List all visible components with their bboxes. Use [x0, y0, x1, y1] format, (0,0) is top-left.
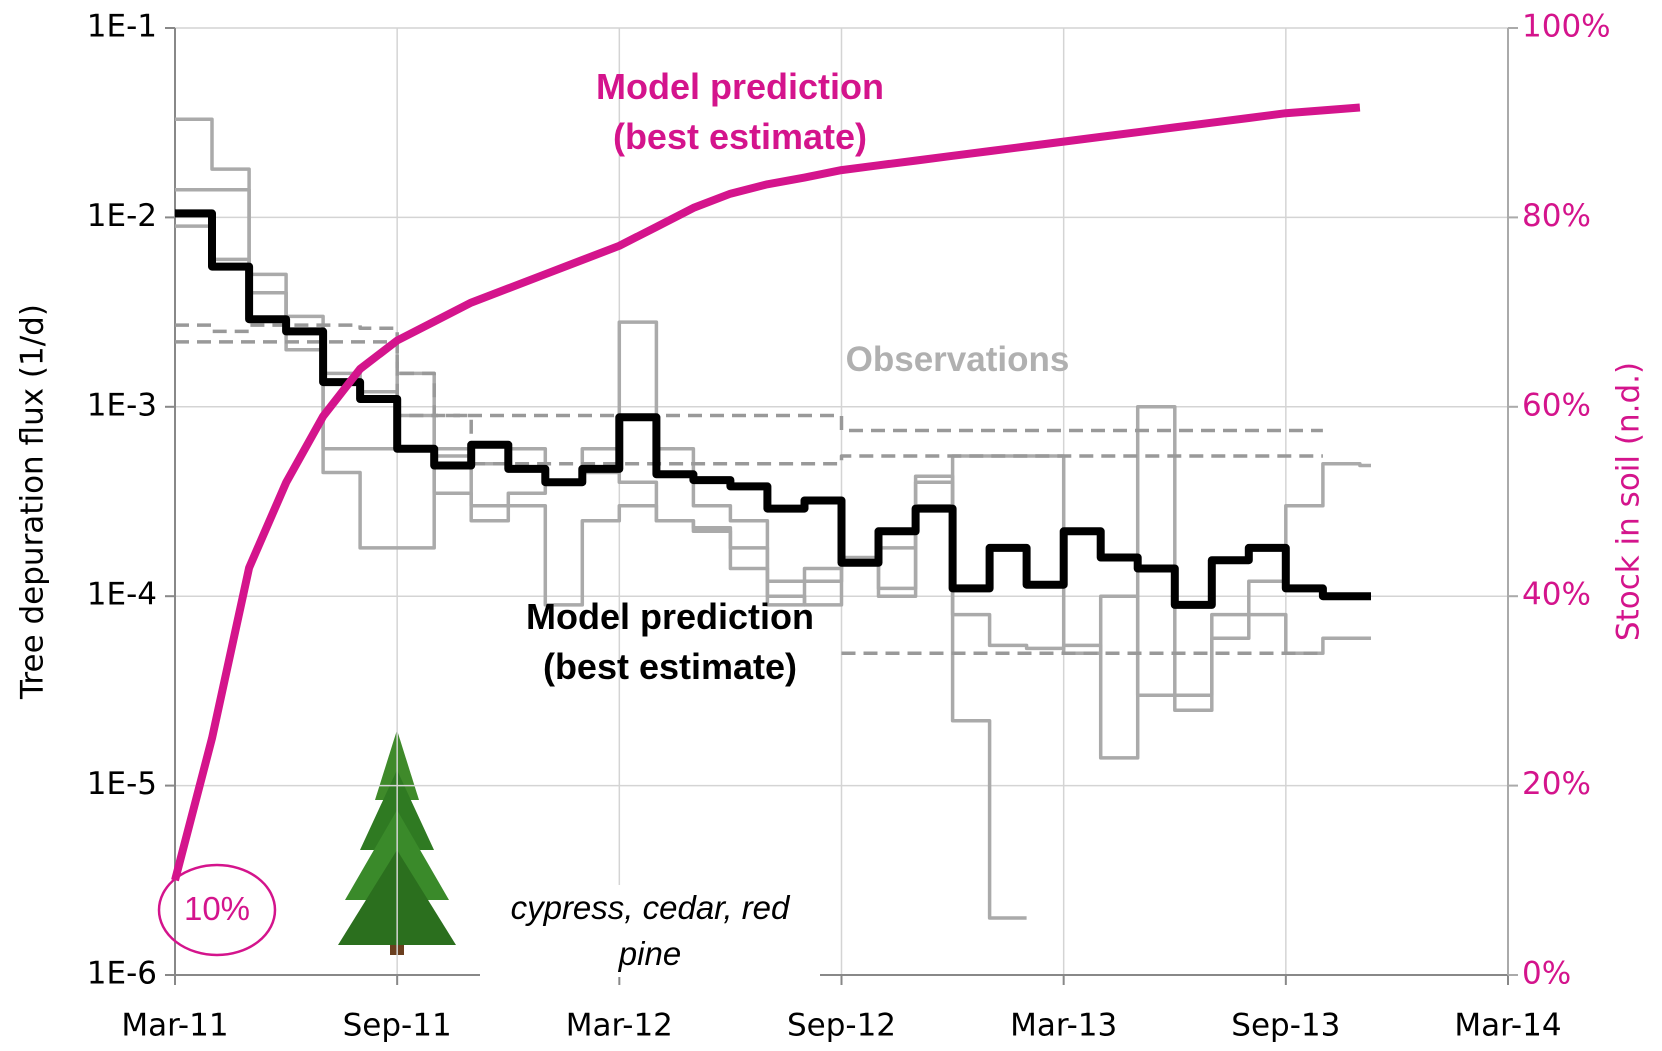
x-tick-label: Mar-14	[1454, 1008, 1561, 1044]
annotation: Model prediction (best estimate)	[526, 596, 814, 688]
flux-line	[175, 323, 1323, 433]
x-tick-label: Sep-11	[343, 1008, 452, 1044]
x-tick-label: Mar-12	[566, 1008, 673, 1044]
flux-line	[175, 117, 1371, 760]
y2-tick-label: 40%	[1522, 577, 1591, 613]
y-tick-label: 1E-5	[87, 766, 157, 802]
highlight-circle	[157, 863, 277, 957]
y-tick-label: 1E-1	[87, 9, 157, 45]
stock-line	[171, 103, 1361, 882]
y2-axis-label: Stock in soil (n.d.)	[1611, 362, 1647, 641]
y2-tick-label: 20%	[1522, 766, 1591, 802]
flux-line	[175, 209, 1371, 609]
x-tick-label: Sep-12	[787, 1008, 896, 1044]
flux-line	[175, 340, 1323, 466]
annotation: cypress, cedar, red pine	[480, 885, 820, 978]
x-tick-label: Mar-13	[1010, 1008, 1117, 1044]
y2-tick-label: 60%	[1522, 387, 1591, 423]
x-tick-label: Mar-11	[121, 1008, 228, 1044]
annotation: Model prediction (best estimate)	[596, 66, 884, 158]
y-tick-label: 1E-6	[87, 956, 157, 992]
y2-tick-label: 100%	[1522, 9, 1611, 45]
y-tick-label: 1E-4	[87, 577, 157, 613]
y-tick-label: 1E-3	[87, 387, 157, 423]
y2-tick-label: 80%	[1522, 198, 1591, 234]
y-tick-label: 1E-2	[87, 198, 157, 234]
annotation: Observations	[845, 340, 1070, 379]
flux-line	[175, 187, 1027, 920]
y-axis-label: Tree depuration flux (1/d)	[15, 304, 51, 700]
x-tick-label: Sep-13	[1231, 1008, 1340, 1044]
annotation: 10%	[183, 890, 251, 927]
y2-tick-label: 0%	[1522, 956, 1571, 992]
